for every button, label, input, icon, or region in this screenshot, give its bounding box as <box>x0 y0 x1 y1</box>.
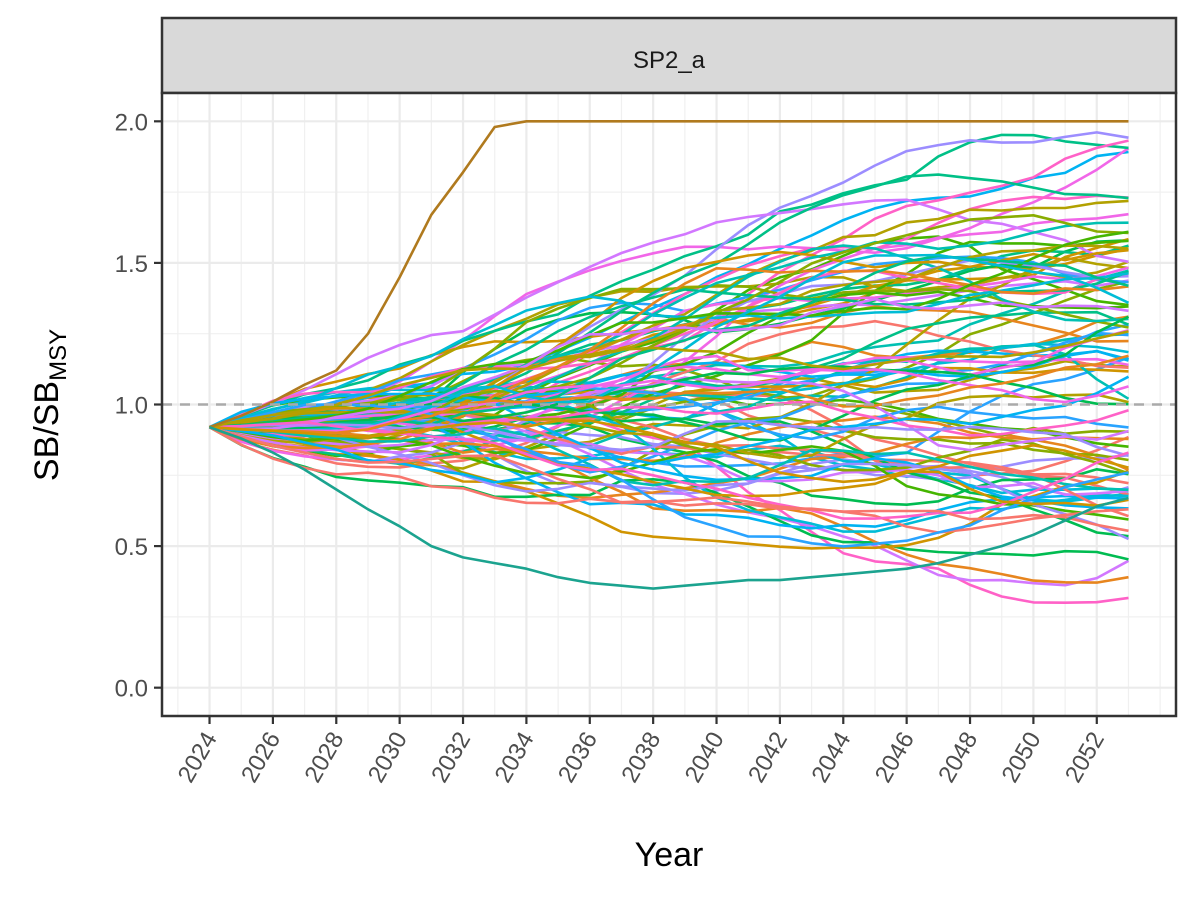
series-line <box>209 342 1129 429</box>
x-tick-label: 2030 <box>363 728 413 788</box>
x-tick-label: 2024 <box>173 728 223 788</box>
series-line <box>209 329 1129 429</box>
series-line <box>209 254 1129 429</box>
series-line <box>209 425 1129 492</box>
series-line <box>209 425 1129 550</box>
facet-label: SP2_a <box>633 47 706 74</box>
plot-panel <box>160 91 1178 718</box>
series-line <box>209 330 1129 429</box>
x-tick-label: 2052 <box>1060 728 1110 788</box>
series-line-upper <box>209 120 1129 429</box>
x-axis: 2024 2026 2028 2030 2032 2034 2036 2038 2040 2042… <box>173 716 1110 787</box>
y-tick-label: 0.5 <box>115 534 148 561</box>
x-tick-label: 2042 <box>743 728 793 788</box>
x-tick-label: 2048 <box>933 728 983 788</box>
x-tick-label: 2044 <box>806 728 856 788</box>
series-line <box>209 419 1129 507</box>
facet-strip: SP2_a <box>160 16 1178 95</box>
y-axis: 0.0 0.5 1.0 1.5 2.0 <box>115 109 162 703</box>
series-line <box>209 354 1129 435</box>
series-line <box>208 392 1129 510</box>
series-lines <box>208 120 1130 604</box>
y-axis-title-subscript: MSY <box>45 329 72 381</box>
series-line <box>209 269 1129 429</box>
x-tick-label: 2040 <box>680 728 730 788</box>
x-tick-label: 2026 <box>236 728 286 788</box>
series-line <box>209 267 1129 450</box>
series-line <box>209 230 1129 429</box>
x-tick-label: 2036 <box>553 728 603 788</box>
series-line <box>209 425 1129 533</box>
y-tick-label: 0.0 <box>115 676 148 703</box>
x-tick-label: 2046 <box>870 728 920 788</box>
x-tick-label: 2050 <box>997 728 1047 788</box>
x-tick-label: 2032 <box>426 728 476 788</box>
series-line <box>209 198 1129 429</box>
series-line <box>209 375 1130 484</box>
x-axis-title: Year <box>635 836 704 874</box>
y-tick-label: 1.0 <box>115 393 148 420</box>
y-axis-title: SB/SBMSY <box>28 329 72 481</box>
y-axis-title-main: SB/SB <box>28 381 66 481</box>
x-tick-label: 2038 <box>616 728 666 788</box>
series-line <box>209 419 1129 458</box>
y-tick-label: 2.0 <box>115 109 148 136</box>
series-line <box>209 272 1129 429</box>
series-line <box>209 297 1129 431</box>
series-line <box>208 390 1129 496</box>
x-tick-label: 2028 <box>299 728 349 788</box>
x-tick-label: 2034 <box>490 728 540 788</box>
series-line <box>208 426 1129 534</box>
facet-strip-background <box>160 16 1178 95</box>
series-line-lower <box>209 425 1129 590</box>
y-tick-label: 1.5 <box>115 251 148 278</box>
series-line <box>209 376 1129 454</box>
